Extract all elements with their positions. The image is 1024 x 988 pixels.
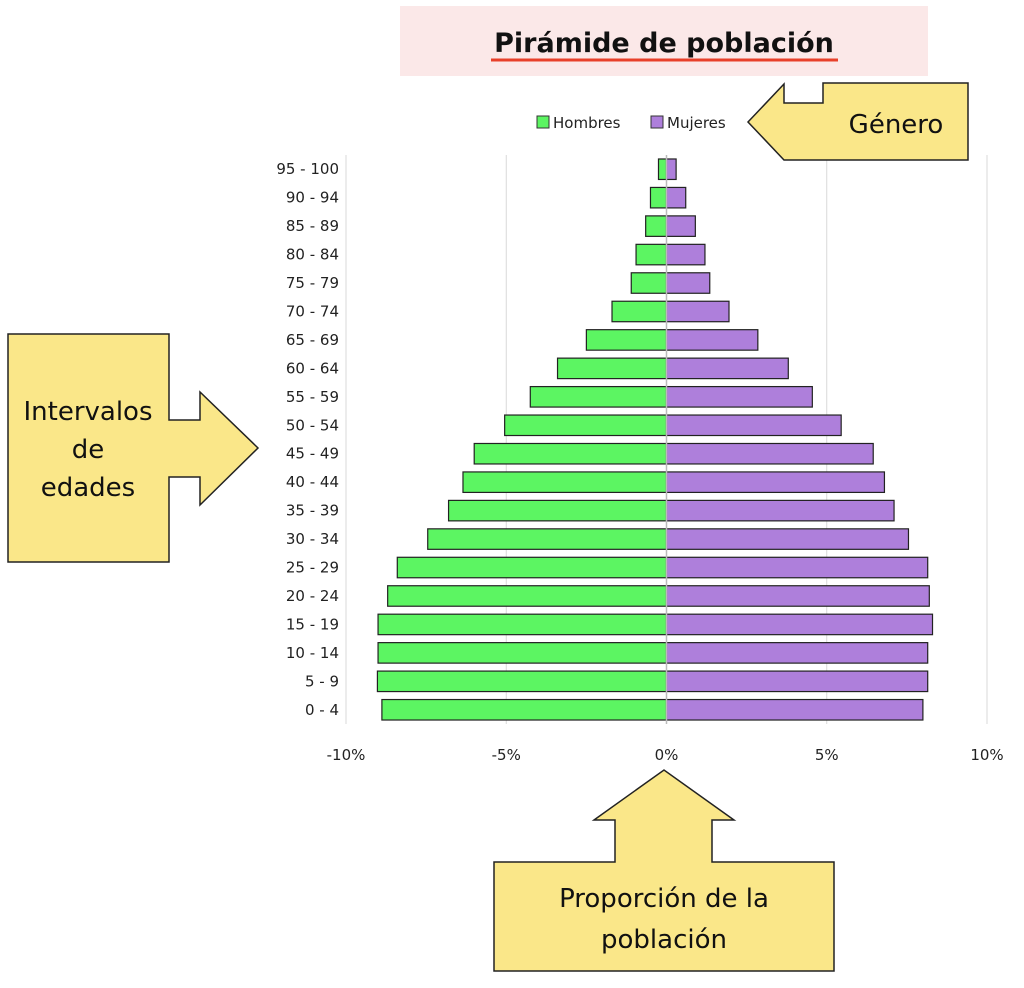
bar-hombres: [376, 670, 668, 693]
bar-hombres: [657, 158, 668, 181]
y-tick-label: 85 - 89: [286, 217, 339, 235]
y-tick-label: 10 - 14: [286, 644, 339, 662]
y-tick-label: 30 - 34: [286, 530, 339, 548]
callout-proporcion-arrow: [493, 769, 835, 972]
y-tick-label: 5 - 9: [305, 672, 339, 690]
bar-hombres: [396, 556, 668, 579]
y-tick-label: 70 - 74: [286, 302, 339, 320]
bar-hombres: [377, 642, 668, 664]
bar-mujeres: [665, 272, 711, 294]
chart-title: Pirámide de población: [494, 28, 834, 59]
bar-mujeres: [665, 215, 696, 237]
bar-mujeres: [665, 357, 789, 380]
x-tick-label: -10%: [327, 746, 366, 764]
x-tick-label: 5%: [815, 746, 839, 764]
y-tick-label: 60 - 64: [286, 359, 339, 377]
bar-mujeres: [665, 528, 910, 550]
legend-label-mujeres: Mujeres: [667, 114, 726, 132]
callout-intervalos: Intervalos de edades: [7, 333, 260, 563]
y-tick-label: 90 - 94: [286, 189, 339, 207]
bar-mujeres: [665, 585, 930, 607]
bar-mujeres: [665, 158, 677, 181]
bar-mujeres: [665, 471, 886, 494]
bar-mujeres: [665, 642, 929, 664]
bar-hombres: [630, 272, 668, 294]
y-tick-label: 55 - 59: [286, 388, 339, 406]
bar-hombres: [381, 698, 668, 721]
bar-hombres: [556, 357, 668, 380]
bar-hombres: [427, 528, 668, 550]
bar-mujeres: [665, 385, 813, 408]
bar-hombres: [462, 471, 668, 494]
legend-swatch-mujeres: [650, 115, 664, 129]
bars: [376, 158, 934, 721]
callout-genero: Género: [746, 82, 969, 161]
y-tick-label: 65 - 69: [286, 331, 339, 349]
x-tick-labels: -10% -5% 0% 5% 10%: [327, 746, 1004, 764]
callout-intervalos-text-2: de: [72, 435, 105, 465]
bar-mujeres: [665, 556, 929, 579]
callout-proporcion-text-2: población: [601, 925, 727, 955]
bar-hombres: [585, 329, 668, 351]
y-tick-labels: 95 - 100 90 - 94 85 - 89 80 - 84 75 - 79 70 -…: [276, 160, 339, 719]
y-tick-label: 95 - 100: [276, 160, 339, 178]
bar-mujeres: [665, 499, 895, 522]
callout-intervalos-arrow: [7, 333, 260, 563]
y-tick-label: 80 - 84: [286, 246, 339, 264]
callout-intervalos-text-1: Intervalos: [23, 397, 152, 427]
bar-hombres: [504, 414, 668, 437]
bar-hombres: [649, 186, 668, 209]
callout-genero-arrow: [746, 82, 969, 161]
y-tick-label: 50 - 54: [286, 416, 339, 434]
callout-intervalos-text-3: edades: [41, 473, 135, 503]
y-tick-label: 40 - 44: [286, 473, 339, 491]
legend-label-hombres: Hombres: [553, 114, 621, 132]
bar-mujeres: [665, 442, 874, 465]
bar-hombres: [473, 442, 668, 465]
bar-hombres: [377, 613, 668, 636]
bar-mujeres: [665, 186, 687, 209]
y-tick-label: 45 - 49: [286, 445, 339, 463]
y-tick-label: 15 - 19: [286, 615, 339, 633]
y-tick-label: 25 - 29: [286, 559, 339, 577]
x-tick-label: 10%: [970, 746, 1003, 764]
y-tick-label: 75 - 79: [286, 274, 339, 292]
title-background: [400, 6, 928, 76]
legend: Hombres Mujeres: [536, 114, 726, 132]
bar-mujeres: [665, 329, 759, 351]
bar-mujeres: [665, 613, 934, 636]
bar-hombres: [447, 499, 668, 522]
y-tick-label: 35 - 39: [286, 502, 339, 520]
y-tick-label: 20 - 24: [286, 587, 339, 605]
y-tick-label: 0 - 4: [305, 701, 339, 719]
bar-hombres: [635, 243, 668, 266]
bar-mujeres: [665, 243, 706, 266]
callout-proporcion-text-1: Proporción de la: [559, 884, 769, 914]
bar-hombres: [611, 300, 668, 323]
bar-hombres: [529, 385, 668, 408]
x-tick-label: -5%: [492, 746, 521, 764]
callout-genero-text: Género: [849, 110, 944, 140]
bar-hombres: [387, 585, 668, 607]
bar-hombres: [645, 215, 668, 237]
bar-mujeres: [665, 414, 842, 437]
bar-mujeres: [665, 698, 924, 721]
x-tick-label: 0%: [655, 746, 679, 764]
legend-swatch-hombres: [536, 115, 550, 129]
callout-proporcion: Proporción de la población: [493, 769, 835, 972]
bar-mujeres: [665, 300, 730, 323]
bar-mujeres: [665, 670, 929, 693]
